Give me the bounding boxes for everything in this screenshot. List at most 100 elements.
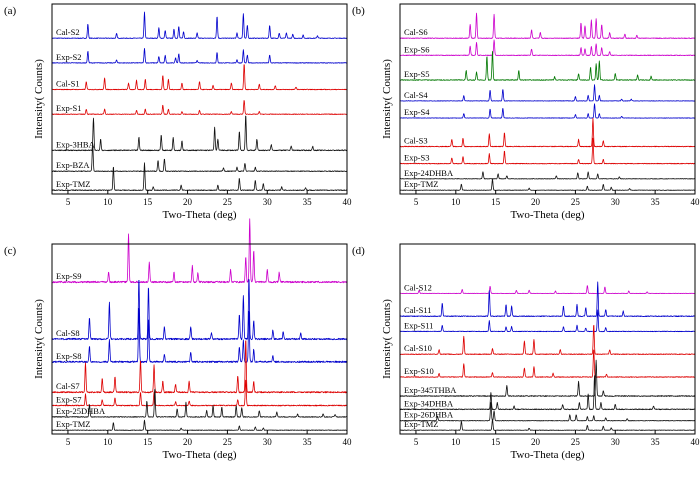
trace-label: Cal-S3 [404, 136, 428, 146]
trace-label: Exp-S1 [56, 103, 82, 113]
trace-exp-3hba [51, 115, 348, 152]
trace-label: Exp-3HBA [56, 139, 96, 149]
plot-frame [51, 243, 348, 435]
x-tick-label: 30 [611, 437, 621, 447]
trace-label: Cal-S1 [56, 79, 80, 89]
x-tick-label: 35 [651, 437, 661, 447]
trace-cal-s11 [399, 281, 696, 318]
trace-exp-s6 [399, 39, 696, 57]
panel-letter: (c) [4, 245, 17, 257]
plot-frame [399, 3, 696, 195]
x-tick-label: 20 [531, 197, 541, 207]
trace-exp-s10 [399, 349, 696, 378]
trace-cal-s1 [51, 64, 348, 91]
trace-label: Exp-25DHBA [56, 406, 106, 416]
trace-exp-24dhba [399, 171, 696, 180]
trace-exp-345thba [399, 359, 696, 397]
trace-cal-s10 [399, 324, 696, 355]
trace-exp-26dhba [399, 402, 696, 422]
trace-label: Cal-S11 [404, 305, 432, 315]
x-tick-label: 15 [143, 437, 153, 447]
x-tick-label: 30 [263, 197, 273, 207]
trace-label: Cal-S12 [404, 282, 432, 292]
trace-exp-s7 [51, 379, 348, 407]
x-tick-label: 10 [451, 197, 461, 207]
x-tick-label: 25 [223, 437, 233, 447]
y-axis-label: Intensity( Counts) [33, 299, 45, 379]
x-tick-label: 15 [491, 197, 501, 207]
trace-label: Exp-345THBA [404, 385, 457, 395]
trace-exp-s8 [51, 307, 348, 363]
trace-exp-25dhba [51, 388, 348, 418]
x-tick-label: 25 [571, 437, 581, 447]
x-tick-label: 5 [414, 437, 419, 447]
x-tick-label: 5 [66, 197, 71, 207]
trace-cal-s7 [51, 340, 348, 394]
x-tick-label: 35 [303, 437, 313, 447]
x-tick-label: 30 [263, 437, 273, 447]
x-tick-label: 10 [103, 197, 113, 207]
trace-exp-tmz [51, 419, 348, 431]
x-tick-label: 35 [651, 197, 661, 207]
trace-label: Exp-BZA [56, 160, 90, 170]
trace-label: Exp-S10 [404, 366, 434, 376]
x-tick-label: 30 [611, 197, 621, 207]
trace-label: Exp-S4 [404, 107, 430, 117]
x-tick-label: 40 [691, 437, 700, 447]
x-tick-label: 40 [343, 197, 353, 207]
x-tick-label: 10 [103, 437, 113, 447]
trace-label: Exp-S2 [56, 52, 82, 62]
trace-cal-s12 [399, 285, 696, 295]
trace-exp-34dhba [399, 375, 696, 411]
x-axis-label: Two-Theta (deg) [510, 449, 584, 461]
x-tick-label: 20 [183, 437, 193, 447]
panel-letter: (b) [352, 5, 365, 17]
trace-cal-s3 [399, 117, 696, 148]
trace-label: Exp-TMZ [404, 419, 438, 429]
y-axis-label: Intensity( Counts) [33, 59, 45, 139]
trace-exp-s9 [51, 218, 348, 284]
trace-label: Cal-S6 [404, 27, 428, 37]
panel-letter: (a) [4, 5, 17, 17]
x-tick-label: 25 [571, 197, 581, 207]
x-tick-label: 35 [303, 197, 313, 207]
panel-d: Cal-S12 Cal-S11 Exp-S11 Cal-S10 Exp-S10 Exp-3… [352, 243, 700, 461]
trace-label: Exp-S8 [56, 351, 82, 361]
plot-frame [399, 243, 696, 435]
trace-exp-s11 [399, 309, 696, 333]
trace-exp-s1 [51, 100, 348, 115]
x-tick-label: 15 [491, 437, 501, 447]
trace-cal-s6 [399, 12, 696, 39]
trace-cal-s4 [399, 84, 696, 102]
trace-label: Cal-S4 [404, 90, 428, 100]
trace-label: Exp-34DHBA [404, 398, 454, 408]
trace-exp-tmz [399, 418, 696, 431]
trace-label: Exp-TMZ [56, 179, 90, 189]
trace-label: Exp-TMZ [404, 179, 438, 189]
trace-label: Cal-S7 [56, 381, 80, 391]
trace-label: Exp-S7 [56, 395, 82, 405]
x-axis-label: Two-Theta (deg) [162, 209, 236, 221]
x-tick-label: 5 [66, 437, 71, 447]
trace-exp-s5 [399, 50, 696, 81]
chart-panels: Cal-S2 Exp-S2 Cal-S1 Exp-S1 Exp-3HBA Exp-BZA E… [4, 3, 700, 461]
x-tick-label: 10 [451, 437, 461, 447]
x-tick-label: 40 [691, 197, 700, 207]
y-axis-label: Intensity( Counts) [381, 299, 393, 379]
trace-cal-s2 [51, 11, 348, 39]
x-tick-label: 40 [343, 437, 353, 447]
x-tick-label: 20 [183, 197, 193, 207]
trace-label: Exp-S3 [404, 153, 430, 163]
trace-exp-s4 [399, 103, 696, 119]
panel-letter: (d) [352, 245, 365, 257]
trace-label: Exp-26DHBA [404, 410, 454, 420]
trace-label: Exp-24DHBA [404, 168, 454, 178]
x-tick-label: 15 [143, 197, 153, 207]
trace-label: Exp-S6 [404, 44, 430, 54]
trace-exp-tmz [51, 162, 348, 192]
x-tick-label: 5 [414, 197, 419, 207]
trace-label: Cal-S8 [56, 328, 80, 338]
y-axis-label: Intensity( Counts) [381, 59, 393, 139]
trace-exp-tmz [399, 178, 696, 191]
